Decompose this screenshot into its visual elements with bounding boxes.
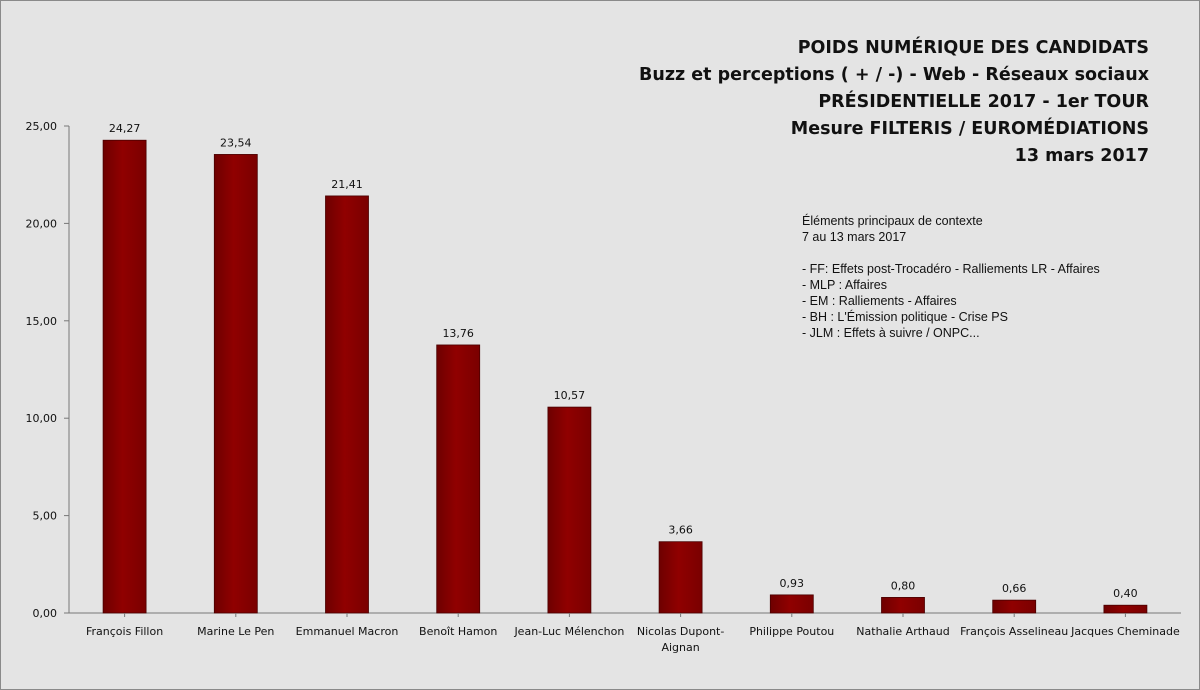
x-category-label-line: Nathalie Arthaud xyxy=(856,625,949,638)
title-line-5: 13 mars 2017 xyxy=(1014,146,1149,166)
bar xyxy=(658,541,703,614)
x-category-label: Benoît Hamon xyxy=(419,625,497,638)
context-title: Éléments principaux de contexte xyxy=(802,214,983,228)
bar-value-label: 0,40 xyxy=(1113,587,1138,600)
bar xyxy=(881,597,925,614)
y-tick-label: 0,00 xyxy=(33,607,58,620)
y-tick-label: 5,00 xyxy=(33,510,58,523)
bar xyxy=(769,594,814,614)
x-category-label-line: François Asselineau xyxy=(960,625,1068,638)
x-category-label: François Fillon xyxy=(86,625,163,638)
title-line-4: Mesure FILTERIS / EUROMÉDIATIONS xyxy=(790,119,1149,139)
x-category-label-line: Jacques Cheminade xyxy=(1070,625,1180,638)
bar xyxy=(325,195,369,614)
x-category-label-line: François Fillon xyxy=(86,625,163,638)
y-tick-label: 15,00 xyxy=(26,315,58,328)
x-category-label-line: Jean-Luc Mélenchon xyxy=(513,625,624,638)
bar-value-label: 24,27 xyxy=(109,122,141,135)
title-line-3: PRÉSIDENTIELLE 2017 - 1er TOUR xyxy=(818,92,1149,112)
y-tick-label: 10,00 xyxy=(26,412,58,425)
bar xyxy=(992,599,1037,614)
title-line-2: Buzz et perceptions ( + / -) - Web - Rés… xyxy=(639,65,1149,85)
chart-title: POIDS NUMÉRIQUE DES CANDIDATS Buzz et pe… xyxy=(639,35,1149,170)
bar-value-label: 10,57 xyxy=(554,389,586,402)
context-annotation: Éléments principaux de contexte 7 au 13 … xyxy=(802,213,1100,341)
x-category-label-line: Marine Le Pen xyxy=(197,625,274,638)
bar-value-label: 3,66 xyxy=(668,524,693,537)
x-category-label-line: Nicolas Dupont- xyxy=(637,625,725,638)
bar xyxy=(436,344,481,614)
context-subtitle: 7 au 13 mars 2017 xyxy=(802,230,907,244)
y-tick-label: 25,00 xyxy=(26,120,58,133)
x-category-label: Jacques Cheminade xyxy=(1070,625,1180,638)
bar xyxy=(1103,604,1148,614)
bar-value-label: 0,80 xyxy=(891,579,916,592)
bar-value-label: 21,41 xyxy=(331,178,363,191)
bar-value-label: 0,66 xyxy=(1002,582,1027,595)
x-category-label-line: Benoît Hamon xyxy=(419,625,497,638)
context-spacer xyxy=(802,245,1100,261)
x-category-label: Emmanuel Macron xyxy=(296,625,399,638)
x-category-label: Marine Le Pen xyxy=(197,625,274,638)
x-category-label: Jean-Luc Mélenchon xyxy=(513,625,624,638)
context-item-ff: - FF: Effets post-Trocadéro - Ralliement… xyxy=(802,262,1100,276)
title-line-1: POIDS NUMÉRIQUE DES CANDIDATS xyxy=(797,38,1149,58)
x-category-label-line: Emmanuel Macron xyxy=(296,625,399,638)
x-category-label-line: Aignan xyxy=(661,641,699,654)
x-category-label-line: Philippe Poutou xyxy=(749,625,834,638)
bar-value-label: 23,54 xyxy=(220,136,252,149)
context-item-mlp: - MLP : Affaires xyxy=(802,278,887,292)
y-tick-label: 20,00 xyxy=(26,217,58,230)
x-category-label: François Asselineau xyxy=(960,625,1068,638)
bar xyxy=(547,406,592,614)
x-category-label: Nathalie Arthaud xyxy=(856,625,949,638)
bar-value-label: 0,93 xyxy=(780,577,805,590)
x-category-label: Nicolas Dupont- Aignan xyxy=(637,625,725,654)
bar xyxy=(102,139,147,614)
context-item-bh: - BH : L'Émission politique - Crise PS xyxy=(802,310,1008,324)
bar-value-label: 13,76 xyxy=(442,327,474,340)
bar xyxy=(213,154,258,614)
x-category-label: Philippe Poutou xyxy=(749,625,834,638)
context-item-jlm: - JLM : Effets à suivre / ONPC... xyxy=(802,326,980,340)
context-item-em: - EM : Ralliements - Affaires xyxy=(802,294,957,308)
